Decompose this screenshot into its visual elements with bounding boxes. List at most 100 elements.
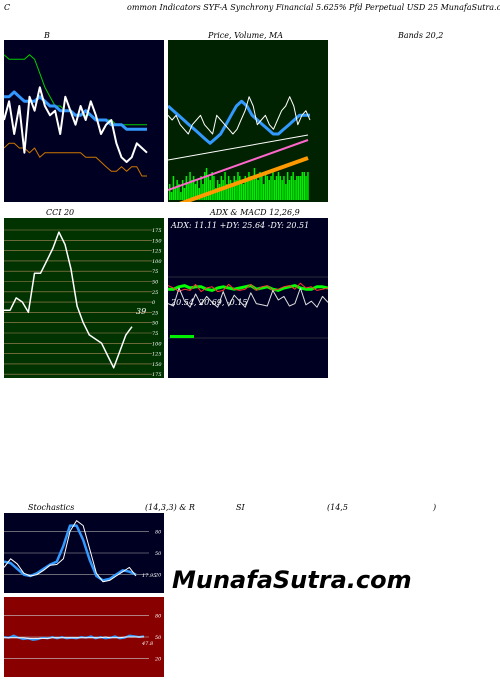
price-volume-chart — [168, 96, 311, 202]
label-cci: CCI 20 — [46, 208, 75, 217]
volume-bar — [233, 176, 235, 200]
stoch-d-line — [4, 524, 137, 582]
volume-bar — [240, 180, 243, 200]
volume-bar — [207, 176, 210, 200]
volume-bar — [235, 180, 237, 200]
label-price-ma: Price, Volume, MA — [208, 31, 284, 40]
volume-bar — [239, 176, 241, 200]
stochastics-panel: 80 50 20 17.95 — [4, 513, 164, 593]
volume-bar — [200, 176, 202, 200]
volume-bar — [229, 180, 232, 200]
volume-bar — [211, 172, 213, 200]
volume-bar — [259, 172, 261, 200]
label-stoch-a: Stochastics — [28, 503, 75, 512]
volume-bar — [262, 184, 265, 200]
volume-bar — [281, 180, 283, 200]
cci-tick-label: 150 — [152, 238, 162, 244]
volume-bar — [303, 172, 305, 200]
volume-bar — [274, 180, 276, 200]
volume-bar — [292, 172, 294, 200]
volume-bar — [198, 188, 200, 200]
cci-last-value: 39 — [136, 307, 146, 316]
volume-bar — [202, 184, 204, 200]
macd-histogram-bar — [170, 335, 194, 338]
cci-tick-label: 125 — [152, 352, 162, 358]
cci-line — [4, 231, 133, 369]
rsi-panel: 80 50 20 47.8 — [4, 597, 164, 677]
volume-bar — [279, 176, 281, 200]
adx-minus-di-line — [168, 282, 328, 293]
rsi-average-line — [4, 636, 144, 639]
cci-tick-label: 0 — [152, 300, 156, 306]
price-line — [168, 96, 311, 135]
label-b: B — [44, 31, 50, 40]
label-stoch-d: (14,5 — [327, 503, 348, 512]
volume-bar — [270, 176, 272, 200]
rsi-tick-label: 50 — [155, 635, 162, 641]
volume-bar — [215, 188, 217, 200]
volume-bar — [169, 184, 171, 200]
volume-bar — [209, 180, 211, 200]
volume-bar — [257, 180, 259, 200]
lower-band-line — [4, 142, 147, 177]
volume-bar — [283, 176, 285, 200]
cci-tick-label: 25 — [151, 290, 158, 296]
cci-chart: 175 150 125 100 75 50 25 0 25 50 75 100 125 150 175 39 — [4, 228, 162, 378]
label-stoch-e: ) — [433, 503, 437, 512]
volume-bar — [194, 184, 197, 200]
trend-line-orange — [178, 156, 309, 202]
volume-bar — [189, 172, 191, 200]
volume-bar — [307, 172, 309, 200]
volume-bar — [296, 176, 298, 200]
volume-bar — [294, 180, 296, 200]
rsi-tick-label: 80 — [155, 613, 162, 619]
volume-bar — [226, 184, 228, 200]
cci-tick-label: 75 — [152, 331, 158, 337]
volume-bar — [250, 176, 252, 200]
volume-bar — [286, 172, 289, 200]
cci-tick-label: 175 — [152, 228, 162, 234]
adx-macd-panel: ADX: 11.11 +DY: 25.64 -DY: 20.51 20.54, … — [168, 218, 328, 378]
trend-line-white — [168, 134, 309, 161]
cci-tick-label: 50 — [152, 280, 159, 286]
volume-bar — [275, 176, 278, 200]
volume-bar — [285, 184, 287, 200]
chart-title: ommon Indicators SYF-A Synchrony Financi… — [127, 3, 500, 12]
header-c: C — [4, 3, 11, 12]
volume-bar — [290, 176, 293, 200]
price-line — [4, 86, 148, 163]
volume-bar — [196, 180, 199, 200]
price-volume-panel — [168, 40, 328, 202]
volume-bar — [301, 172, 304, 200]
volume-bar — [248, 172, 250, 200]
volume-bar — [176, 180, 178, 200]
volume-bar — [181, 180, 184, 200]
cci-tick-label: 25 — [151, 310, 158, 316]
volume-bar — [237, 172, 239, 200]
volume-bar — [180, 192, 182, 200]
adx-macd-chart — [168, 276, 328, 339]
volume-bar — [288, 180, 291, 200]
volume-bar — [187, 184, 189, 200]
volume-bar — [183, 188, 186, 200]
label-bands: Bands 20,2 — [398, 31, 444, 40]
cci-tick-label: 75 — [152, 269, 158, 275]
volume-bar — [268, 180, 270, 200]
volume-bar — [264, 172, 267, 200]
label-stoch-b: (14,3,3) & R — [145, 503, 195, 512]
volume-bar — [231, 184, 234, 200]
volume-bar — [205, 168, 208, 200]
volume-bar — [244, 176, 246, 200]
stoch-tick-label: 50 — [155, 551, 162, 557]
bollinger-panel — [4, 40, 164, 202]
volume-bar — [255, 176, 258, 200]
volume-bar — [272, 172, 274, 200]
adx-readout: ADX: 11.11 +DY: 25.64 -DY: 20.51 — [171, 221, 310, 230]
rsi-tick-label: 20 — [154, 657, 162, 663]
stoch-k-line — [4, 520, 137, 583]
volume-bar — [297, 176, 300, 200]
cci-tick-label: 100 — [152, 259, 162, 265]
volume-bar — [204, 172, 206, 200]
trend-line-pink — [168, 139, 309, 191]
